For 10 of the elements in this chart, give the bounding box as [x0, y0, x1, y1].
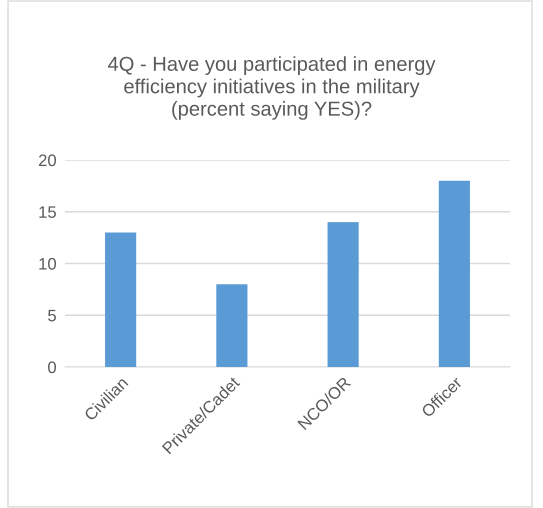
y-tick-label: 15: [39, 206, 56, 218]
chart-title: 4Q - Have you participated in energy efficiency initiatives in the military (percent saying YES)?: [108, 56, 436, 120]
bar: [328, 222, 359, 367]
y-tick-label: 20: [38, 154, 56, 166]
bar: [216, 284, 248, 367]
y-tick-label: 5: [48, 310, 56, 322]
bar: [438, 180, 470, 367]
bar: [105, 232, 136, 367]
y-tick-label: 0: [48, 361, 56, 374]
y-tick-label: 10: [39, 258, 56, 270]
